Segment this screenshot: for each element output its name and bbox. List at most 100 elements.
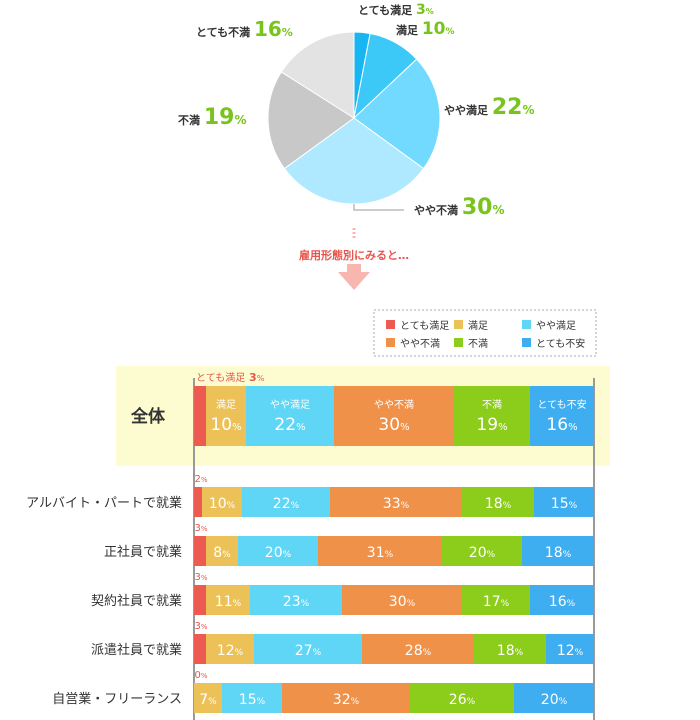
bar-row: 自営業・フリーランス 0% 7% 15% 32% 26% 20% — [52, 670, 594, 713]
bar-segment — [202, 487, 242, 517]
pie-label: やや不満 30% — [414, 195, 505, 220]
bar-segment — [514, 683, 594, 713]
data-label: 18% — [545, 545, 572, 561]
legend-swatch — [454, 320, 463, 329]
bar-segment — [282, 683, 410, 713]
bar-segment — [246, 386, 334, 446]
down-arrow-stem — [347, 264, 361, 274]
legend-swatch — [386, 338, 395, 347]
row-label: 全体 — [130, 406, 166, 427]
legend-label: とても不安 — [536, 337, 585, 350]
bar-segment — [194, 634, 206, 664]
bar-row: アルバイト・パートで就業 2%10% 22% 33% 18% 15% — [26, 474, 594, 517]
pie-leader-line — [353, 204, 404, 211]
row-label: 派遣社員で就業 — [91, 642, 182, 658]
bar-segment — [534, 487, 594, 517]
legend-box — [373, 309, 597, 357]
divider-text: 雇用形態別にみると… — [299, 248, 409, 262]
bar-segment — [194, 536, 206, 566]
data-label: 17% — [483, 594, 510, 610]
bar-segment — [206, 536, 238, 566]
data-label: 15% — [239, 692, 266, 708]
pie-slice — [283, 117, 425, 205]
data-label: 19% — [476, 415, 507, 435]
bar-segment — [238, 536, 318, 566]
bar-segment — [442, 536, 522, 566]
bar-segment — [474, 634, 546, 664]
data-label: 18% — [497, 643, 524, 659]
data-label: 28% — [405, 643, 432, 659]
data-label: 26% — [449, 692, 476, 708]
bar-segment — [454, 386, 530, 446]
legend-label: 不満 — [468, 338, 488, 350]
legend-label: とても満足 — [400, 320, 449, 332]
pie-label: とても不満 16% — [196, 17, 293, 41]
data-label: 27% — [295, 643, 322, 659]
data-label: 7% — [199, 692, 217, 708]
bar-segment — [222, 683, 282, 713]
legend-swatch — [522, 320, 531, 329]
pie-slice — [353, 58, 441, 170]
bar-segment — [194, 585, 206, 615]
bar-row: 正社員で就業 3% 8% 20% 31% 20% 18% — [104, 523, 594, 566]
data-label: 33% — [383, 496, 410, 512]
data-label: 12% — [217, 643, 244, 659]
data-label: 3% — [194, 572, 207, 583]
legend-label: 満足 — [468, 320, 488, 332]
data-label: 3% — [194, 621, 207, 632]
bar-segment — [546, 634, 594, 664]
down-arrow-icon — [338, 272, 370, 290]
data-label: 20% — [541, 692, 568, 708]
data-label: 16% — [546, 415, 577, 435]
pie-label: とても満足 3% — [358, 2, 434, 18]
bar-row: 全体 とても満足 3% 満足 10% やや満足 22% やや不満 30% 不満 19% とても不安 1… — [130, 371, 594, 446]
data-label: 30% — [378, 415, 409, 435]
data-label: 10% — [210, 415, 241, 435]
segment-name: やや不満 — [374, 399, 414, 411]
data-label: 18% — [485, 496, 512, 512]
row-label: 契約社員で就業 — [91, 593, 182, 609]
segment-name: 不満 — [482, 399, 502, 411]
bar-segment — [206, 386, 246, 446]
legend-label: やや不満 — [400, 338, 440, 350]
bar-segment — [342, 585, 462, 615]
data-label: 3% — [194, 523, 207, 534]
bar-segment — [334, 386, 454, 446]
bar-segment — [250, 585, 342, 615]
data-label: 20% — [265, 545, 292, 561]
bar-segment — [254, 634, 362, 664]
bar-row: 契約社員で就業 3% 11% 23% 30% 17% 16% — [91, 572, 594, 615]
bar-segment — [194, 386, 206, 446]
segment-name: とても不安 — [537, 398, 586, 411]
data-label: 15% — [551, 496, 578, 512]
data-label: 32% — [333, 692, 360, 708]
data-label: 22% — [274, 415, 305, 435]
bar-segment — [410, 683, 514, 713]
legend-label: やや満足 — [536, 320, 576, 332]
bar-segment — [522, 536, 594, 566]
bar-segment — [330, 487, 462, 517]
pie-chart: とても満足 3%満足 10% やや満足 22% やや不満 30% 不満 19% とても不… — [178, 2, 535, 220]
data-label: 12% — [557, 643, 584, 659]
data-label: 30% — [389, 594, 416, 610]
legend-swatch — [522, 338, 531, 347]
segment-name: やや満足 — [270, 399, 310, 411]
data-label: 2% — [194, 474, 207, 485]
data-label: とても満足 3% — [196, 371, 265, 384]
row-label: 自営業・フリーランス — [52, 691, 182, 707]
row-label: アルバイト・パートで就業 — [26, 495, 182, 511]
data-label: 22% — [273, 496, 300, 512]
bar-segment — [206, 585, 250, 615]
pie-slice — [280, 31, 355, 119]
bar-segment — [362, 634, 474, 664]
bar-segment — [530, 386, 594, 446]
data-label: 16% — [549, 594, 576, 610]
pie-slice — [267, 71, 355, 170]
pie-label: やや満足 22% — [444, 95, 535, 120]
data-label: 0% — [194, 670, 207, 681]
segment-name: 満足 — [216, 399, 236, 411]
bar-segment — [462, 585, 530, 615]
data-label: 23% — [283, 594, 310, 610]
